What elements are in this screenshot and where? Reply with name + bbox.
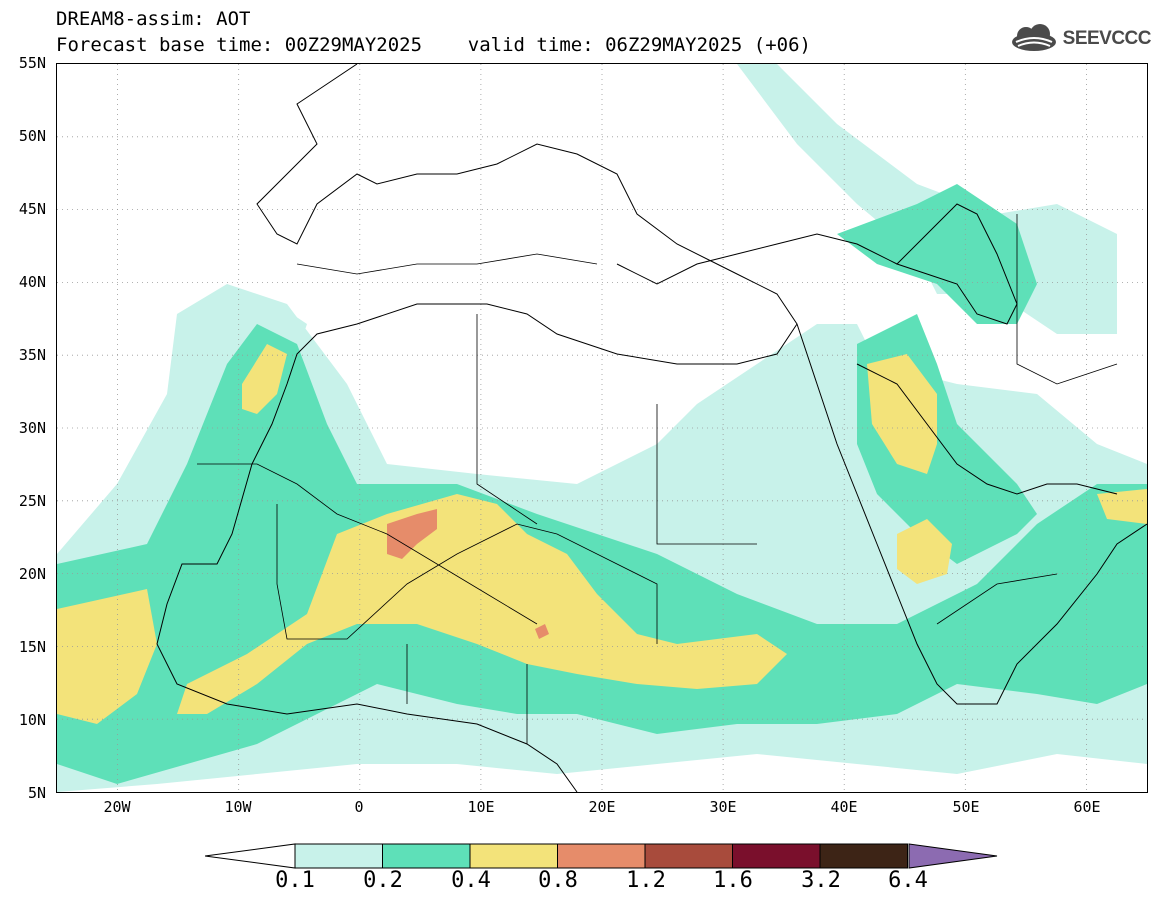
colorbar-swatch (294, 843, 383, 869)
lat-label: 30N (18, 419, 46, 437)
colorbar-label: 0.8 (538, 868, 578, 893)
lon-label: 20E (588, 798, 616, 816)
aot-map (56, 63, 1148, 793)
lon-label: 20W (103, 798, 131, 816)
lat-label: 45N (18, 200, 46, 218)
lon-label: 0 (354, 798, 364, 816)
lat-label: 35N (18, 346, 46, 364)
colorbar-under-arrow (205, 843, 296, 869)
country-borders (197, 214, 1118, 744)
aot-field-0.4-0.8 (57, 344, 1147, 724)
colorbar-swatch (644, 843, 733, 869)
lat-label: 55N (18, 54, 46, 72)
lon-label: 60E (1073, 798, 1101, 816)
colorbar-label: 0.2 (363, 868, 403, 893)
lon-label: 10E (467, 798, 495, 816)
lon-label: 30E (709, 798, 737, 816)
aot-field-0.8-1.2 (387, 509, 549, 639)
colorbar-over-arrow (908, 843, 998, 869)
lat-label: 10N (18, 711, 46, 729)
seevccc-logo: SEEVCCC (1008, 24, 1152, 54)
colorbar-swatches (294, 843, 908, 869)
lat-label: 5N (27, 784, 46, 802)
colorbar-swatch (557, 843, 646, 869)
colorbar-swatch (469, 843, 558, 869)
forecast-time-info: Forecast base time: 00Z29MAY2025 valid t… (56, 34, 811, 56)
lon-label: 50E (952, 798, 980, 816)
lon-label: 40E (830, 798, 858, 816)
map-grid (57, 64, 1147, 792)
map-title: DREAM8-assim: AOT (56, 8, 251, 30)
logo-name: SEEVCCC (1062, 28, 1152, 49)
colorbar-swatch (819, 843, 908, 869)
colorbar-label: 1.6 (713, 868, 753, 893)
lat-label: 25N (18, 492, 46, 510)
colorbar-label: 6.4 (888, 868, 928, 893)
coastlines (156, 64, 1147, 792)
lat-label: 50N (18, 127, 46, 145)
colorbar-swatch (382, 843, 471, 869)
colorbar (205, 843, 998, 869)
lat-label: 15N (18, 638, 46, 656)
colorbar-label: 0.1 (275, 868, 315, 893)
cloud-logo-icon (1011, 24, 1056, 51)
colorbar-swatch (732, 843, 821, 869)
colorbar-label: 0.4 (451, 868, 491, 893)
lon-label: 10W (224, 798, 252, 816)
colorbar-label: 3.2 (801, 868, 841, 893)
lat-label: 40N (18, 273, 46, 291)
lat-label: 20N (18, 565, 46, 583)
colorbar-label: 1.2 (626, 868, 666, 893)
